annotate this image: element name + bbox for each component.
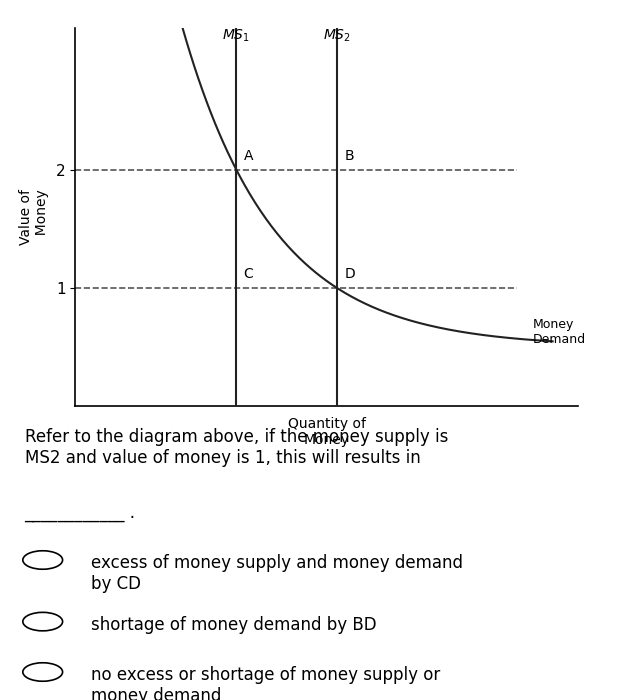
Text: Money
Demand: Money Demand <box>533 318 586 346</box>
Text: excess of money supply and money demand
by CD: excess of money supply and money demand … <box>91 554 463 593</box>
Text: no excess or shortage of money supply or
money demand: no excess or shortage of money supply or… <box>91 666 440 700</box>
Text: ____________ .: ____________ . <box>24 504 136 522</box>
Text: Refer to the diagram above, if the money supply is
MS2 and value of money is 1, : Refer to the diagram above, if the money… <box>24 428 448 467</box>
Y-axis label: Value of
  Money: Value of Money <box>19 189 49 245</box>
Text: A: A <box>244 149 253 163</box>
Text: $MS_2$: $MS_2$ <box>323 28 350 44</box>
Text: $MS_1$: $MS_1$ <box>222 28 250 44</box>
Text: B: B <box>344 149 354 163</box>
Text: C: C <box>244 267 254 281</box>
Text: D: D <box>344 267 355 281</box>
X-axis label: Quantity of
Money: Quantity of Money <box>288 417 365 447</box>
Text: shortage of money demand by BD: shortage of money demand by BD <box>91 616 377 634</box>
